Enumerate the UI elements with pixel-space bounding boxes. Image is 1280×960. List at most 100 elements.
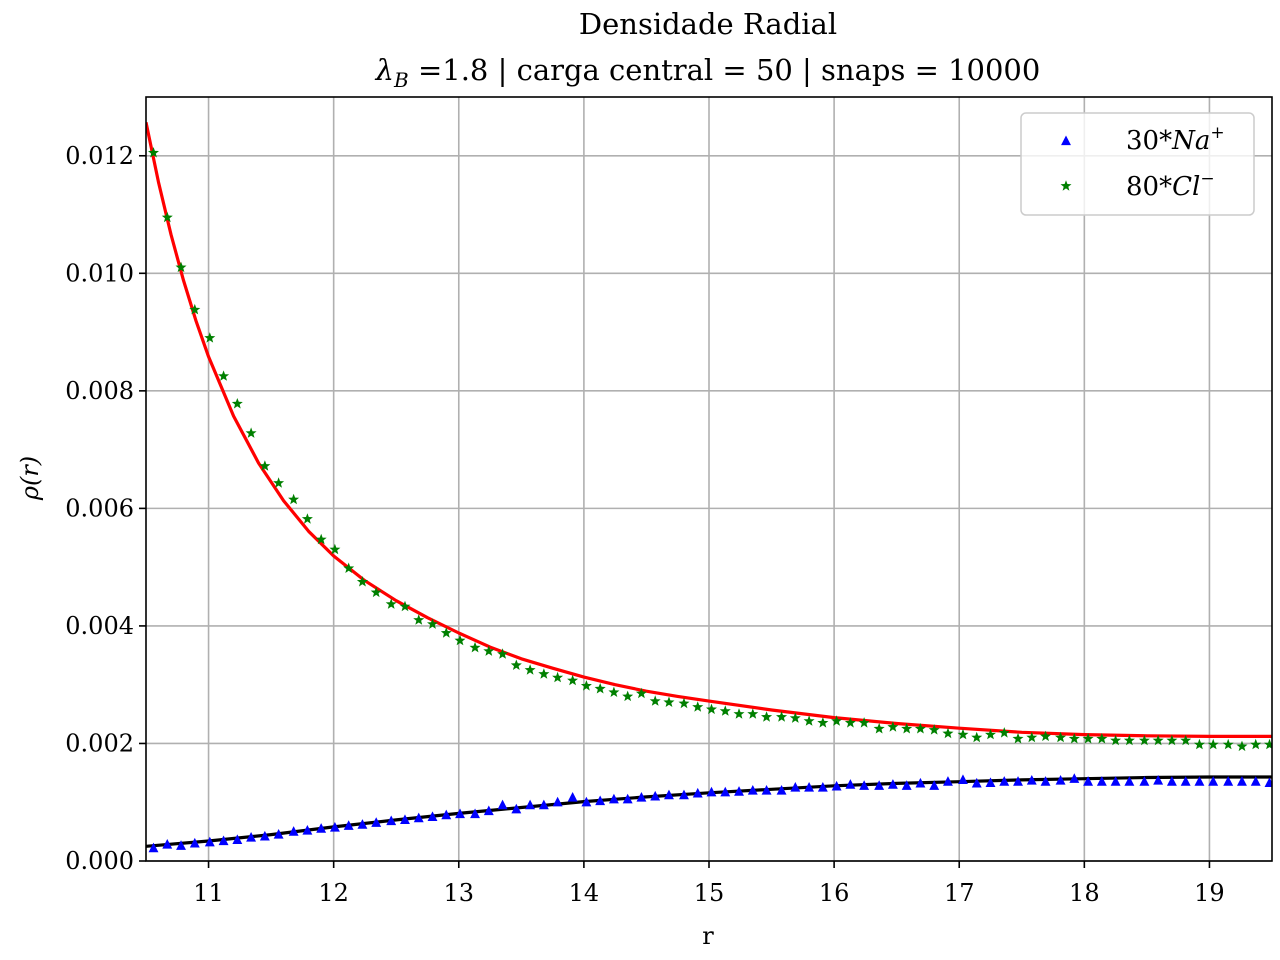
cl-data-point xyxy=(1040,730,1052,742)
y-tick-label: 0.000 xyxy=(65,847,134,875)
y-tick-label: 0.004 xyxy=(65,612,134,640)
cl-data-point xyxy=(524,664,536,675)
x-tick-label: 17 xyxy=(944,879,975,907)
na-data-point xyxy=(1069,773,1080,783)
y-tick-label: 0.010 xyxy=(65,259,134,287)
y-tick-label: 0.006 xyxy=(65,494,134,522)
na-data-point xyxy=(538,799,549,810)
cl-data-point xyxy=(942,727,954,739)
na-data-point xyxy=(804,782,815,792)
grid xyxy=(146,97,1272,862)
na-data-point xyxy=(859,780,870,790)
na-data-point xyxy=(427,811,438,822)
cl-data-point xyxy=(1264,738,1272,750)
legend-cl-symbol: Cl xyxy=(1172,172,1200,202)
cl-data-point xyxy=(594,683,606,694)
cl-data-point xyxy=(1250,738,1262,750)
lambda-subscript: B xyxy=(393,68,409,92)
chart-subtitle: λB =1.8 | carga central = 50 | snaps = 1… xyxy=(375,53,1041,92)
na-data-point xyxy=(901,780,912,790)
cl-data-point xyxy=(399,600,411,612)
y-tick-label: 0.002 xyxy=(65,729,134,757)
legend-marker-cl xyxy=(1060,180,1072,191)
data-markers xyxy=(148,147,1272,853)
cl-data-point xyxy=(538,668,550,679)
na-data-point xyxy=(511,803,522,814)
cl-data-point xyxy=(1012,733,1024,744)
na-data-point xyxy=(1208,776,1219,786)
cl-data-point xyxy=(427,618,438,629)
subtitle-text: =1.8 | carga central = 50 | snaps = 1000… xyxy=(409,53,1041,87)
na-data-point xyxy=(288,826,299,836)
na-data-point xyxy=(790,782,801,792)
na-data-point xyxy=(371,817,382,827)
legend-na-charge: + xyxy=(1210,123,1224,143)
cl-data-point xyxy=(329,543,341,555)
na-data-point xyxy=(1180,776,1191,786)
cl-data-point xyxy=(928,724,940,735)
cl-data-point xyxy=(789,712,801,723)
legend-marker-na xyxy=(1061,135,1071,146)
cl-data-point xyxy=(1110,734,1122,746)
na-data-point xyxy=(1083,776,1094,786)
na-data-point xyxy=(552,796,563,807)
cl-data-point xyxy=(706,703,717,715)
cl-data-point xyxy=(649,695,661,706)
na-data-point xyxy=(162,839,173,849)
na-data-point xyxy=(692,787,703,798)
x-tick-label: 18 xyxy=(1069,879,1100,907)
na-data-point xyxy=(971,777,982,788)
cl-data-point xyxy=(469,641,481,653)
cl-data-point xyxy=(1180,734,1192,746)
na-data-point xyxy=(1026,774,1037,785)
cl-data-point xyxy=(148,147,159,158)
na-data-point xyxy=(525,799,536,810)
cl-data-point xyxy=(817,717,829,728)
legend: 30*Na+ 80*Cl− xyxy=(1020,112,1255,216)
na-data-point xyxy=(1096,776,1107,786)
cl-data-point xyxy=(831,715,843,726)
cl-data-point xyxy=(1207,738,1219,750)
na-data-point xyxy=(497,799,508,810)
cl-data-point xyxy=(858,717,870,728)
cl-data-point xyxy=(635,687,647,699)
na-data-point xyxy=(441,809,452,820)
cl-data-point xyxy=(1068,733,1080,744)
legend-label-cl: 80*Cl− xyxy=(1126,169,1215,202)
na-data-point xyxy=(817,782,828,792)
cl-data-point xyxy=(218,370,230,381)
na-data-point xyxy=(259,830,270,841)
x-tick-label: 19 xyxy=(1194,879,1225,907)
na-data-point xyxy=(232,834,243,844)
na-data-point xyxy=(483,805,494,816)
x-tick-label: 13 xyxy=(444,879,475,907)
na-data-point xyxy=(650,790,661,801)
cl-data-point xyxy=(413,614,425,625)
cl-data-point xyxy=(580,680,592,691)
na-data-point xyxy=(581,796,592,807)
cl-data-point xyxy=(1096,733,1108,744)
cl-data-point xyxy=(761,711,773,722)
cl-data-point xyxy=(454,634,466,646)
na-data-point xyxy=(761,784,772,795)
legend-star-marker xyxy=(1060,180,1072,191)
cl-data-point xyxy=(370,586,382,598)
cl-data-point xyxy=(873,723,885,734)
na-data-point xyxy=(608,793,619,804)
cl-data-point xyxy=(971,731,983,743)
na-data-point xyxy=(1166,776,1177,786)
cl-data-point xyxy=(288,493,300,505)
na-data-point xyxy=(1055,774,1066,785)
cl-data-point xyxy=(957,728,969,740)
na-data-point xyxy=(1139,776,1150,786)
cl-data-point xyxy=(204,332,216,343)
cl-data-point xyxy=(1222,738,1234,750)
cl-data-point xyxy=(497,648,509,659)
na-data-point xyxy=(343,820,354,830)
cl-data-point xyxy=(1082,733,1094,744)
na-data-point xyxy=(1124,776,1135,786)
na-data-point xyxy=(664,789,674,800)
cl-data-point xyxy=(161,211,173,223)
cl-data-point xyxy=(385,598,397,609)
x-tick-label: 14 xyxy=(569,879,600,907)
